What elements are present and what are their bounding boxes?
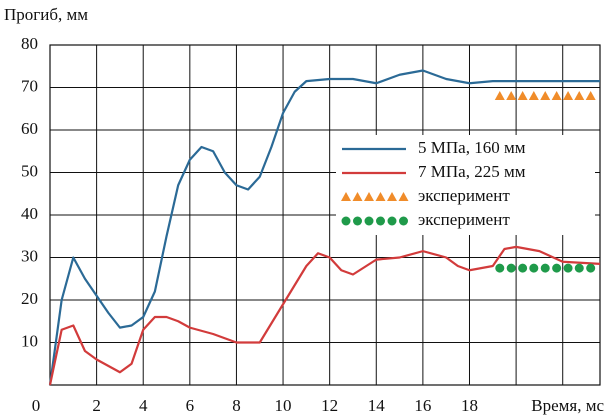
x-tick-label: 16 bbox=[414, 396, 431, 415]
legend-marker bbox=[341, 192, 351, 201]
legend-marker bbox=[398, 192, 409, 201]
marker bbox=[586, 263, 596, 273]
marker bbox=[574, 263, 584, 273]
y-tick-label: 10 bbox=[21, 331, 38, 350]
marker bbox=[529, 263, 539, 273]
legend-label: эксперимент bbox=[418, 210, 510, 229]
marker bbox=[495, 263, 505, 273]
legend-label: 7 МПа, 225 мм bbox=[418, 162, 526, 181]
marker bbox=[506, 263, 516, 273]
x-tick-label: 10 bbox=[275, 396, 292, 415]
x-tick-label: 18 bbox=[461, 396, 478, 415]
marker bbox=[551, 91, 562, 100]
legend-label: 5 МПа, 160 мм bbox=[418, 138, 526, 157]
x-tick-label: 4 bbox=[139, 396, 148, 415]
legend-marker bbox=[352, 192, 363, 201]
legend-marker bbox=[387, 216, 397, 226]
x-tick-label: 0 bbox=[32, 396, 41, 415]
marker bbox=[517, 91, 528, 100]
marker bbox=[574, 91, 585, 100]
y-tick-label: 80 bbox=[21, 34, 38, 53]
marker bbox=[540, 263, 550, 273]
marker bbox=[506, 91, 517, 100]
y-tick-label: 60 bbox=[21, 119, 38, 138]
marker bbox=[552, 263, 562, 273]
legend-label: эксперимент bbox=[418, 186, 510, 205]
legend-marker bbox=[375, 192, 386, 201]
marker bbox=[528, 91, 539, 100]
legend-marker bbox=[399, 216, 408, 226]
marker bbox=[518, 263, 528, 273]
x-tick-label: 8 bbox=[232, 396, 241, 415]
y-axis-label: Прогиб, мм bbox=[4, 5, 88, 24]
y-tick-label: 20 bbox=[21, 289, 38, 308]
marker bbox=[585, 91, 596, 100]
legend-marker bbox=[364, 216, 374, 226]
x-tick-label: 6 bbox=[186, 396, 195, 415]
marker bbox=[563, 91, 574, 100]
legend-marker bbox=[353, 216, 362, 226]
y-tick-label: 70 bbox=[21, 76, 38, 95]
y-tick-label: 40 bbox=[21, 204, 38, 223]
series-line bbox=[48, 69, 600, 386]
x-tick-label: 14 bbox=[368, 396, 386, 415]
legend-marker bbox=[376, 216, 385, 226]
y-tick-label: 50 bbox=[21, 161, 38, 180]
legend-marker bbox=[341, 216, 351, 226]
marker bbox=[540, 91, 551, 100]
series-line bbox=[48, 245, 601, 386]
x-tick-label: 2 bbox=[92, 396, 101, 415]
marker bbox=[494, 91, 505, 100]
legend-marker bbox=[364, 192, 374, 201]
y-tick-label: 30 bbox=[21, 246, 38, 265]
x-axis-label: Время, мс bbox=[531, 396, 604, 415]
x-tick-label: 12 bbox=[321, 396, 338, 415]
legend-marker bbox=[387, 192, 397, 201]
marker bbox=[563, 263, 573, 273]
